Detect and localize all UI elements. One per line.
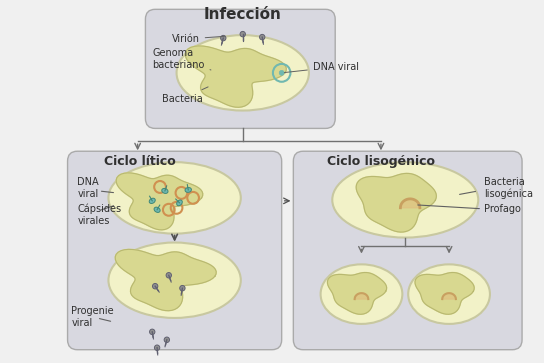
Ellipse shape — [149, 198, 155, 204]
FancyBboxPatch shape — [293, 151, 522, 350]
Circle shape — [152, 284, 158, 289]
Text: Cápsides
virales: Cápsides virales — [77, 204, 121, 226]
Polygon shape — [356, 174, 436, 232]
Text: Bacteria: Bacteria — [162, 87, 208, 104]
Text: Ciclo lisogénico: Ciclo lisogénico — [327, 155, 435, 168]
Polygon shape — [400, 199, 420, 208]
Circle shape — [180, 285, 185, 291]
Circle shape — [164, 337, 170, 343]
Ellipse shape — [408, 264, 490, 324]
FancyBboxPatch shape — [145, 9, 335, 129]
Circle shape — [240, 32, 245, 37]
Circle shape — [279, 70, 284, 75]
Ellipse shape — [320, 264, 403, 324]
Text: Infección: Infección — [204, 7, 282, 23]
Ellipse shape — [162, 188, 168, 193]
Text: Virión: Virión — [172, 34, 225, 44]
Text: Progenie
viral: Progenie viral — [71, 306, 114, 328]
Ellipse shape — [108, 162, 241, 234]
Ellipse shape — [332, 162, 478, 237]
Text: DNA
viral: DNA viral — [77, 177, 99, 199]
Text: Bacteria
lisogénica: Bacteria lisogénica — [484, 177, 533, 199]
Polygon shape — [186, 46, 286, 107]
Ellipse shape — [154, 207, 160, 212]
Circle shape — [259, 34, 265, 40]
Text: DNA viral: DNA viral — [285, 62, 359, 73]
Polygon shape — [442, 293, 456, 299]
Ellipse shape — [185, 188, 191, 192]
Polygon shape — [355, 293, 368, 299]
Circle shape — [150, 329, 155, 335]
Text: Profago: Profago — [484, 204, 521, 214]
Circle shape — [154, 345, 160, 350]
Text: Ciclo lítico: Ciclo lítico — [103, 155, 175, 168]
Circle shape — [221, 35, 226, 41]
Polygon shape — [116, 173, 203, 230]
Ellipse shape — [108, 242, 241, 318]
Polygon shape — [415, 273, 474, 314]
Ellipse shape — [177, 200, 182, 206]
FancyBboxPatch shape — [67, 151, 282, 350]
Polygon shape — [327, 273, 387, 314]
Polygon shape — [115, 249, 216, 311]
Text: Genoma
bacteriano: Genoma bacteriano — [152, 48, 211, 70]
Circle shape — [166, 273, 171, 278]
Ellipse shape — [177, 35, 309, 111]
